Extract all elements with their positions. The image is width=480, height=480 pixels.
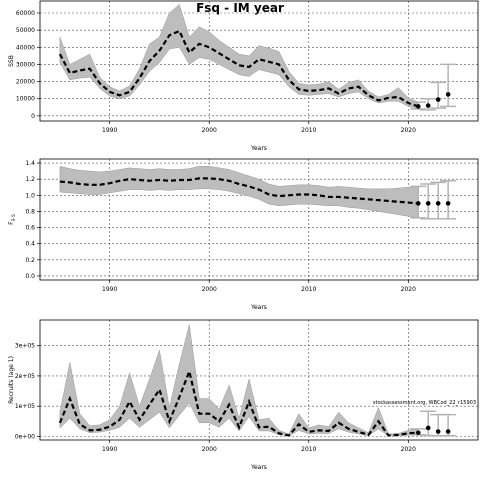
forecast-mark: [430, 413, 447, 437]
forecast-mark: [420, 97, 437, 111]
y-tick-label: 1e+05: [15, 403, 35, 410]
y-tick-label: 0e+00: [15, 433, 35, 440]
x-axis-label: Years: [250, 304, 267, 311]
y-tick-label: 0.4: [25, 241, 35, 248]
y-tick-label: 20000: [16, 79, 35, 86]
confidence-band: [59, 165, 419, 219]
y-tick-label: 0.2: [25, 257, 35, 264]
forecast-point: [425, 103, 431, 108]
x-tick-label: 1990: [102, 446, 117, 453]
forecast-mark: [430, 181, 447, 220]
forecast-point: [435, 429, 441, 434]
x-tick-label: 1990: [102, 286, 117, 293]
y-tick-label: 2e+05: [15, 373, 35, 380]
y-tick-label: 1.0: [25, 192, 35, 199]
forecast-point: [425, 201, 431, 206]
y-axis-label-subscript: 3-5: [11, 214, 17, 221]
watermark-text: stockassessment.org, WBCod_22_r15903: [373, 400, 476, 406]
x-tick-label: 2010: [301, 286, 316, 293]
x-tick-label: 2010: [301, 127, 316, 134]
x-tick-label: 2020: [401, 286, 416, 293]
x-tick-label: 2010: [301, 446, 316, 453]
y-tick-label: 60000: [16, 10, 35, 17]
y-tick-label: 10000: [16, 96, 35, 103]
forecast-point: [445, 429, 451, 434]
forecast-mark: [420, 183, 437, 220]
x-tick-label: 2020: [401, 446, 416, 453]
forecast-mark: [440, 413, 457, 437]
y-tick-label: 30000: [16, 61, 35, 68]
confidence-band: [59, 324, 419, 437]
plot-frame: [39, 0, 479, 122]
panel-2: 1990 2000 2010 2020 0.0 0.2 0.4 0.6 0.8 1.0 1.2 1.4…: [8, 158, 479, 311]
x-tick-label: 2000: [202, 286, 217, 293]
forecast-mark: [430, 81, 447, 109]
y-tick-label: 40000: [16, 44, 35, 51]
x-tick-label: 1990: [102, 127, 117, 134]
x-axis-label: Years: [250, 145, 267, 152]
forecast-point: [415, 104, 421, 109]
y-tick-label: 0.8: [25, 208, 35, 215]
forecast-point: [445, 92, 451, 97]
y-tick-label: 0: [31, 113, 35, 120]
forecast-mark: [440, 63, 457, 108]
y-tick-label: 1.4: [25, 160, 35, 167]
x-tick-label: 2000: [202, 446, 217, 453]
y-tick-label: 3e+05: [15, 343, 35, 350]
x-tick-label: 2000: [202, 127, 217, 134]
chart-title: Fsq - IM year: [196, 1, 284, 15]
forecast-mark: [410, 185, 427, 219]
x-tick-label: 2020: [401, 127, 416, 134]
plot-frame: [39, 158, 479, 281]
forecast-point: [415, 430, 421, 436]
y-axis-label: F3-5: [8, 214, 17, 225]
estimate-line: [58, 29, 419, 108]
forecast-point: [445, 201, 451, 206]
forecast-point: [435, 201, 441, 206]
forecast-point: [435, 97, 441, 102]
panel-1: 1990 2000 2010 2020 0 10000 20000 30000 40000 500…: [8, 0, 479, 152]
x-axis-label: Years: [250, 464, 267, 471]
estimate-line: [59, 177, 419, 205]
y-tick-label: 50000: [16, 27, 35, 34]
y-axis-label: SSB: [8, 55, 15, 67]
y-tick-label: 0.6: [25, 225, 35, 232]
y-axis-label: Recruits (age 1): [8, 356, 15, 404]
panel-3: 1990 2000 2010 2020 0e+00 1e+05 2e+05 3e+05 Year…: [8, 319, 479, 471]
panels: 1990 2000 2010 2020 0 10000 20000 30000 40000 500…: [8, 0, 479, 471]
y-tick-label: 1.2: [25, 176, 35, 183]
plot-frame: [39, 319, 479, 441]
y-tick-label: 0.0: [25, 273, 35, 280]
forecast-mark: [410, 101, 427, 110]
forecast-point: [425, 425, 431, 431]
estimate-line: [58, 367, 419, 437]
forecast-mark: [440, 180, 457, 220]
forecast-point: [415, 201, 421, 206]
